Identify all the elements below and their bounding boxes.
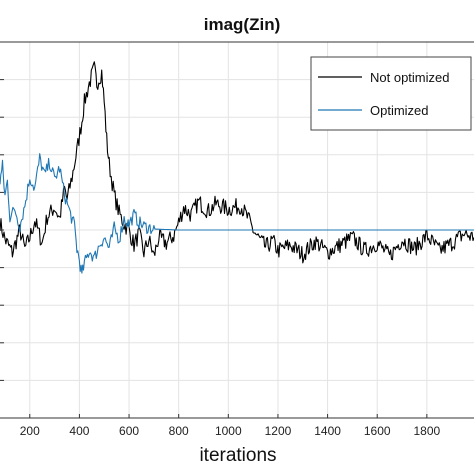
x-axis-label: iterations	[199, 445, 276, 466]
series-group	[0, 61, 474, 274]
legend-label-not-optimized: Not optimized	[370, 70, 449, 85]
chart-title: imag(Zin)	[204, 15, 281, 34]
x-tick-label-600: 600	[119, 424, 139, 438]
legend: Not optimized Optimized	[310, 56, 472, 131]
series-line-not-optimized	[0, 61, 474, 264]
legend-box	[310, 56, 472, 131]
series-line-optimized	[0, 153, 474, 274]
x-tick-label-400: 400	[69, 424, 89, 438]
x-tick-label-800: 800	[169, 424, 189, 438]
x-tick-label-1600: 1600	[364, 424, 391, 438]
ticks: 200 400 600 800 1000 1200 1400 1600 1800	[0, 79, 441, 438]
x-tick-label-1400: 1400	[314, 424, 341, 438]
x-tick-label-1000: 1000	[215, 424, 242, 438]
x-tick-label-1200: 1200	[265, 424, 292, 438]
legend-label-optimized: Optimized	[370, 103, 429, 118]
x-tick-label-200: 200	[20, 424, 40, 438]
x-tick-label-1800: 1800	[413, 424, 440, 438]
